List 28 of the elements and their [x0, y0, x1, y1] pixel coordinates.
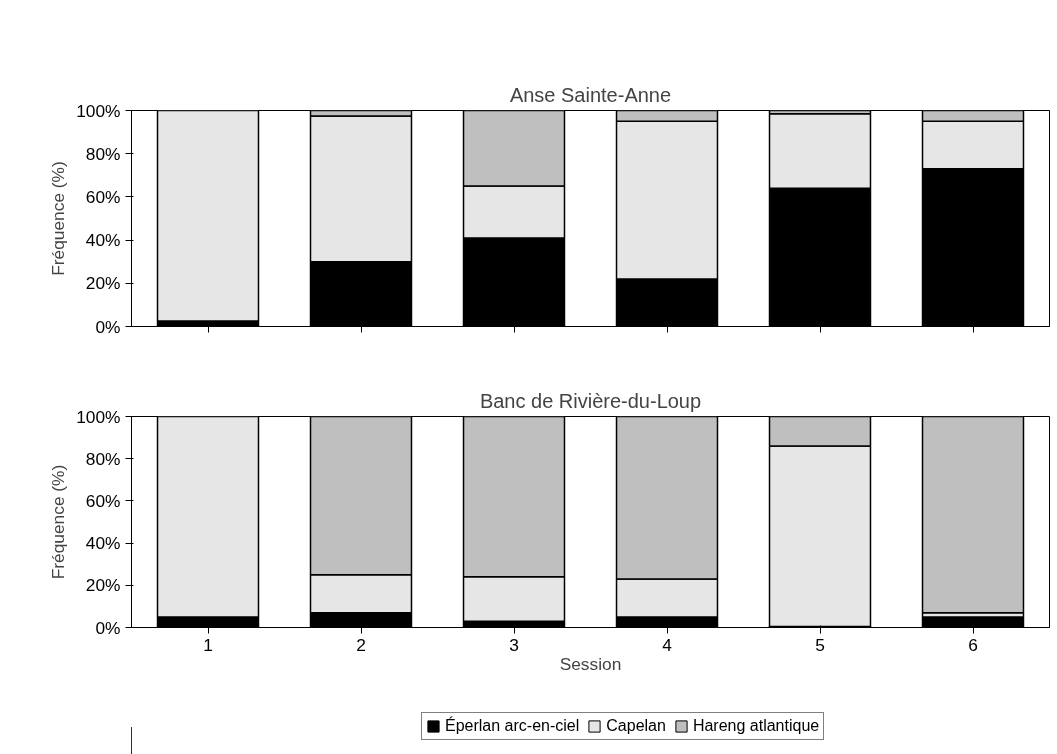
y-tick-label: 80%	[85, 448, 121, 469]
legend-label: Hareng atlantique	[692, 717, 820, 735]
y-tick-label: 100%	[76, 100, 121, 121]
y-axis-title: Fréquence (%)	[48, 161, 69, 276]
bar	[156, 110, 260, 322]
y-tick-label: 80%	[85, 143, 121, 164]
y-tick-label: 0%	[95, 617, 121, 638]
y-tick-label: 20%	[85, 273, 121, 294]
chart-title: Banc de Rivière-du-Loup	[479, 389, 702, 412]
y-tick-label: 100%	[76, 406, 121, 427]
bar	[921, 416, 1025, 614]
y-tick-label: 60%	[85, 490, 121, 511]
legend-label: Éperlan arc-en-ciel	[445, 717, 580, 735]
y-tick-label: 0%	[95, 316, 121, 337]
y-tick-label: 40%	[85, 230, 121, 251]
y-tick-label: 40%	[85, 533, 121, 554]
x-tick-label: 5	[815, 634, 825, 655]
x-tick-label: 6	[968, 634, 978, 655]
x-axis-title: Session	[559, 653, 622, 674]
y-tick-label: 20%	[85, 575, 121, 596]
legend-label: Capelan	[606, 717, 666, 735]
x-tick-label: 2	[356, 634, 366, 655]
y-tick-label: 60%	[85, 186, 121, 207]
y-axis-title: Fréquence (%)	[48, 464, 69, 580]
chart-title: Anse Sainte-Anne	[509, 83, 672, 106]
x-tick-label: 1	[203, 634, 213, 655]
x-tick-label: 3	[509, 634, 519, 655]
x-tick-label: 4	[662, 634, 673, 655]
